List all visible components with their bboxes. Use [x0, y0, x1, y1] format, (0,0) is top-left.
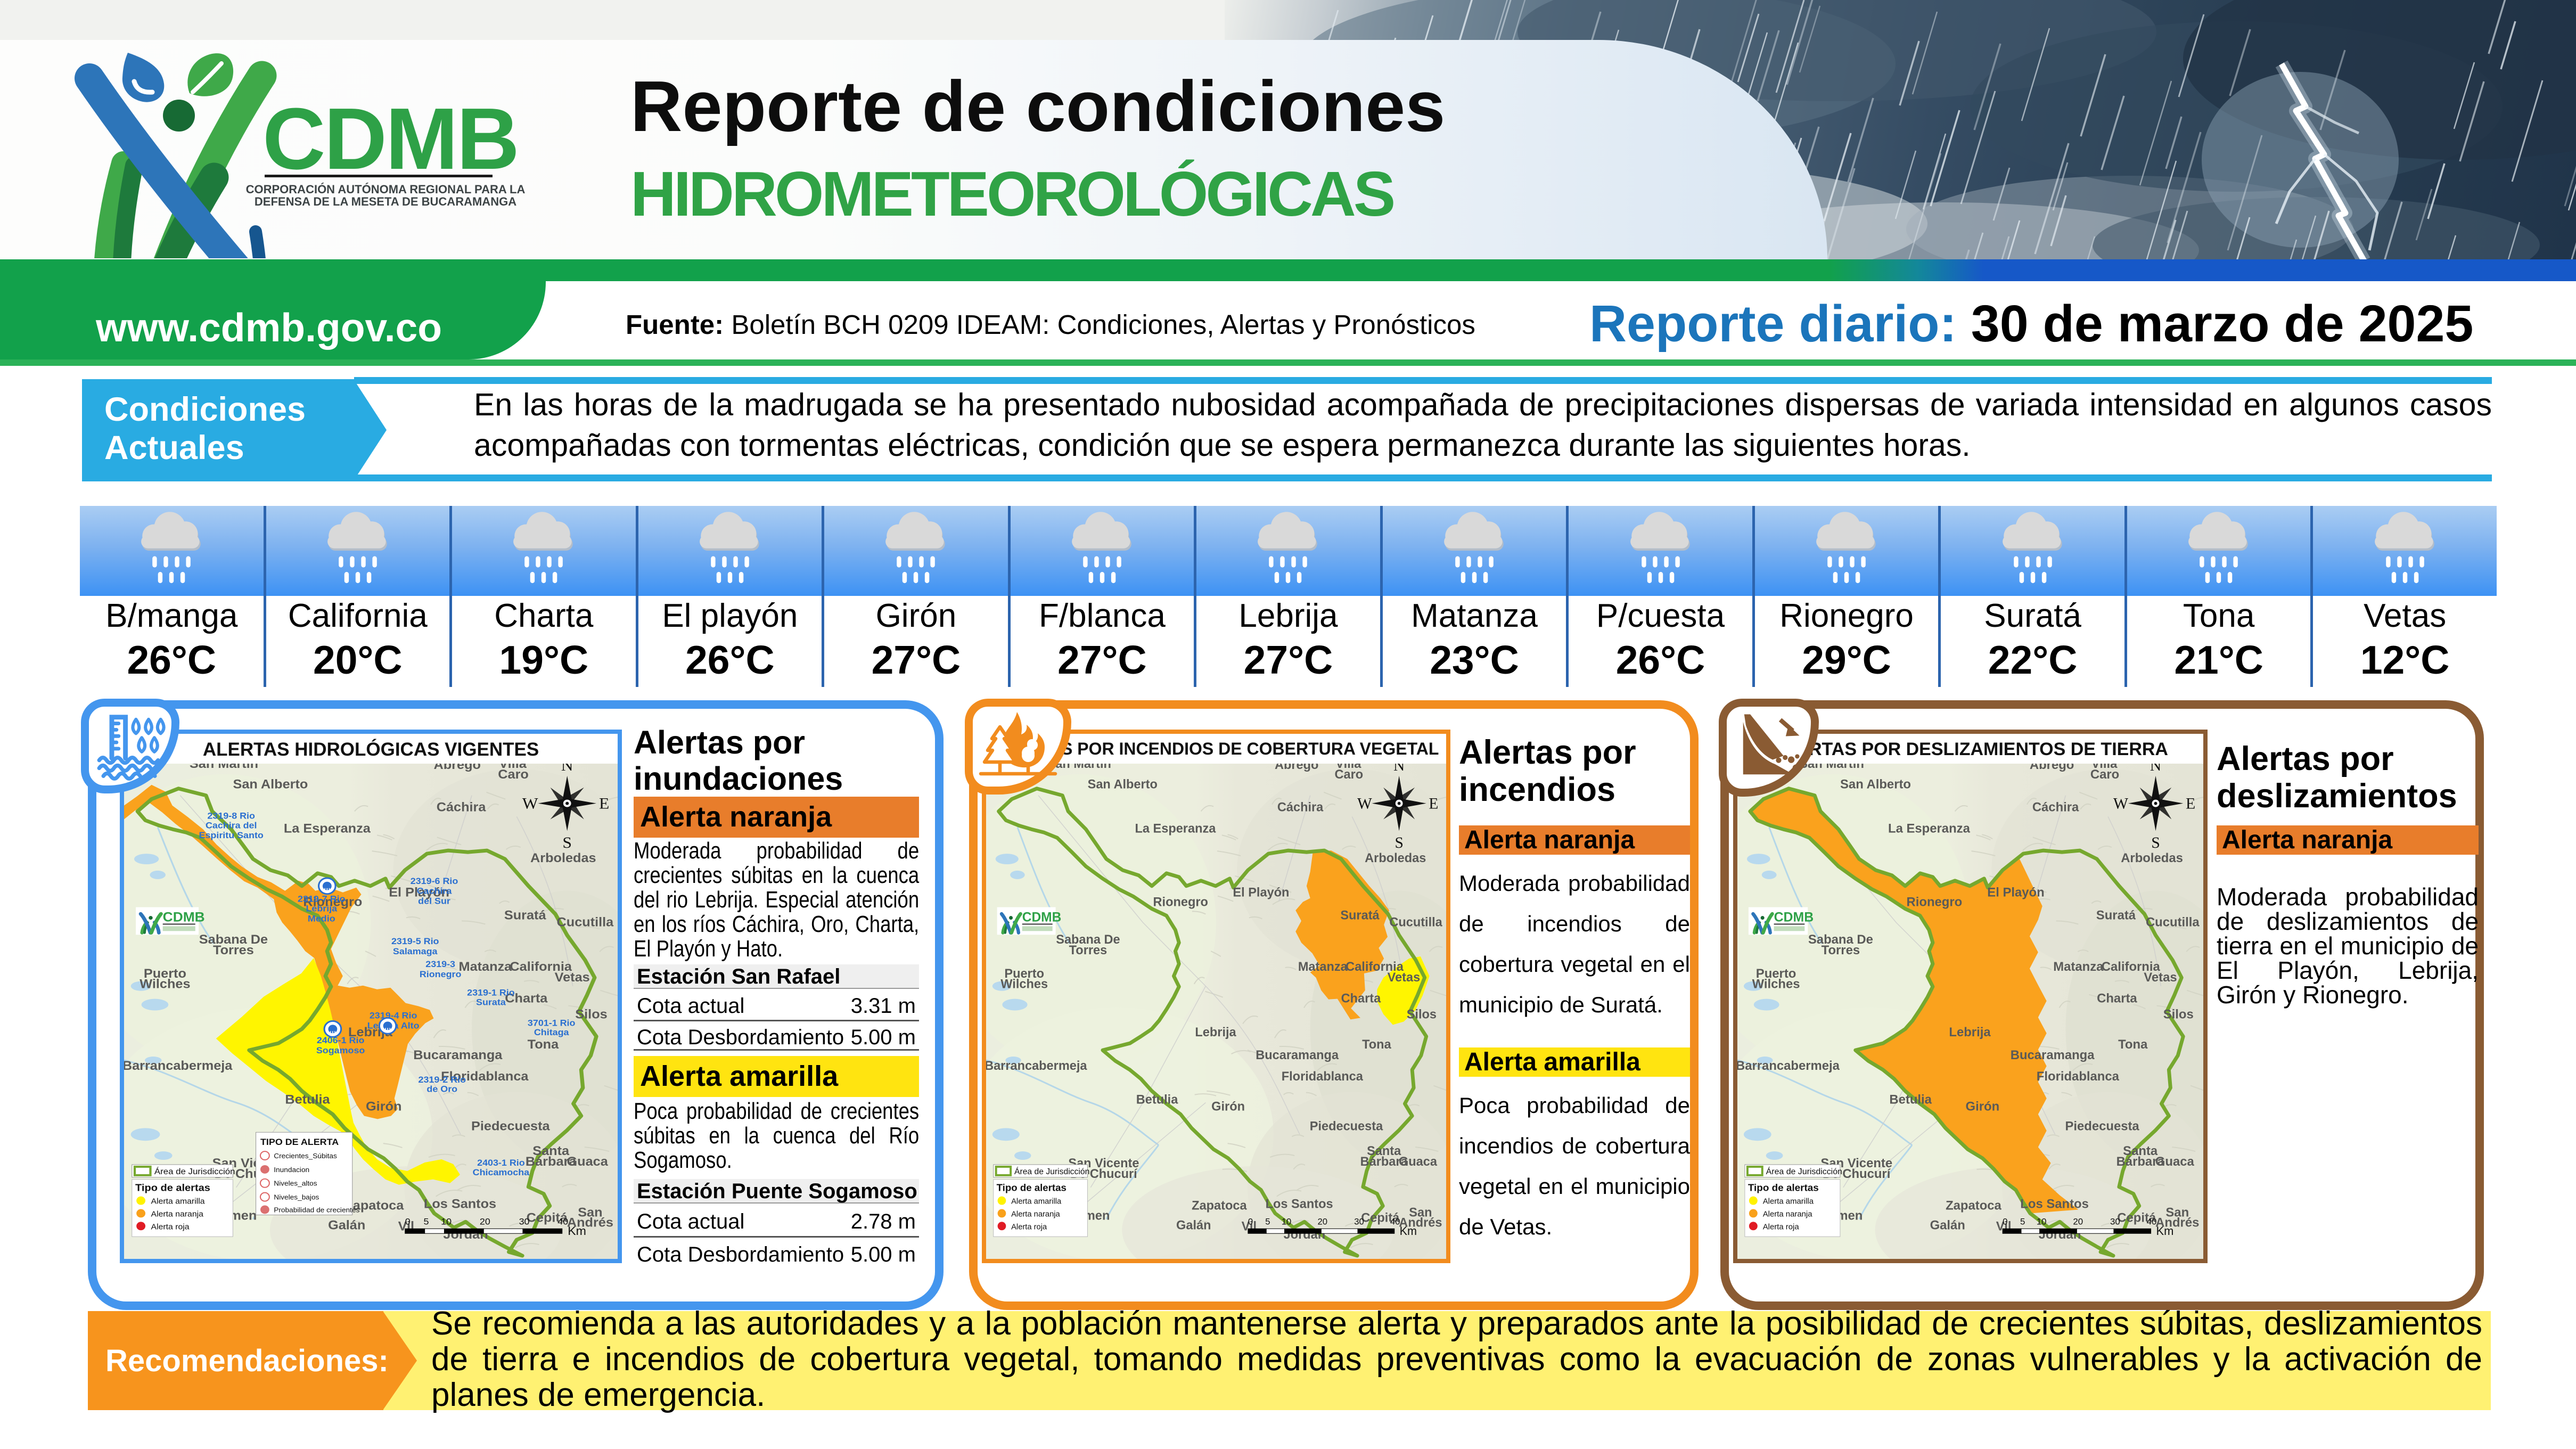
svg-text:DEFENSA DE LA MESETA DE BUCARA: DEFENSA DE LA MESETA DE BUCARAMANGA [255, 195, 516, 208]
svg-text:Salamaga: Salamaga [393, 946, 438, 956]
svg-text:Surata: Surata [476, 997, 506, 1007]
svg-text:de Oro: de Oro [426, 1084, 457, 1094]
svg-text:2319-4 Rio: 2319-4 Rio [370, 1010, 417, 1020]
svg-text:Chitaga: Chitaga [534, 1027, 569, 1037]
svg-text:2319-8 Rio: 2319-8 Rio [207, 811, 255, 821]
svg-text:TIPO DE ALERTA: TIPO DE ALERTA [260, 1137, 339, 1147]
svg-text:2403-1 Rio: 2403-1 Rio [477, 1157, 525, 1167]
svg-text:Chicamocha: Chicamocha [473, 1167, 530, 1177]
svg-text:CORPORACIÓN AUTÓNOMA REGIONAL: CORPORACIÓN AUTÓNOMA REGIONAL PARA LA [246, 183, 526, 196]
svg-text:2319-2 Rio: 2319-2 Rio [419, 1074, 466, 1084]
svg-text:Espiritu Santo: Espiritu Santo [199, 830, 264, 840]
svg-text:del Sur: del Sur [418, 896, 450, 906]
svg-text:2319-3: 2319-3 [425, 959, 455, 969]
svg-text:Cachira: Cachira [417, 886, 452, 896]
svg-text:CDMB: CDMB [262, 90, 518, 187]
svg-text:3701-1 Rio: 3701-1 Rio [528, 1018, 576, 1028]
svg-text:Niveles_altos: Niveles_altos [274, 1180, 317, 1188]
svg-text:Inundacion: Inundacion [274, 1166, 309, 1174]
svg-text:Crecientes_Súbitas: Crecientes_Súbitas [274, 1152, 337, 1160]
svg-text:2319-6 Rio: 2319-6 Rio [411, 875, 458, 886]
svg-text:Niveles_bajos: Niveles_bajos [274, 1193, 319, 1201]
svg-text:2406-1 Rio: 2406-1 Rio [317, 1035, 365, 1045]
svg-text:2319-7 Rio: 2319-7 Rio [298, 894, 346, 904]
svg-text:2319-5 Rio: 2319-5 Rio [391, 936, 439, 946]
svg-text:Rionegro: Rionegro [420, 969, 462, 979]
svg-text:Probabilidad de crecientes: Probabilidad de crecientes [274, 1206, 359, 1214]
svg-text:Cachira del: Cachira del [206, 820, 257, 830]
svg-text:Lebrija: Lebrija [306, 903, 337, 913]
svg-text:Medio: Medio [308, 913, 335, 923]
svg-text:Sogamoso: Sogamoso [316, 1045, 365, 1055]
svg-text:2319-1 Rio: 2319-1 Rio [467, 987, 515, 997]
